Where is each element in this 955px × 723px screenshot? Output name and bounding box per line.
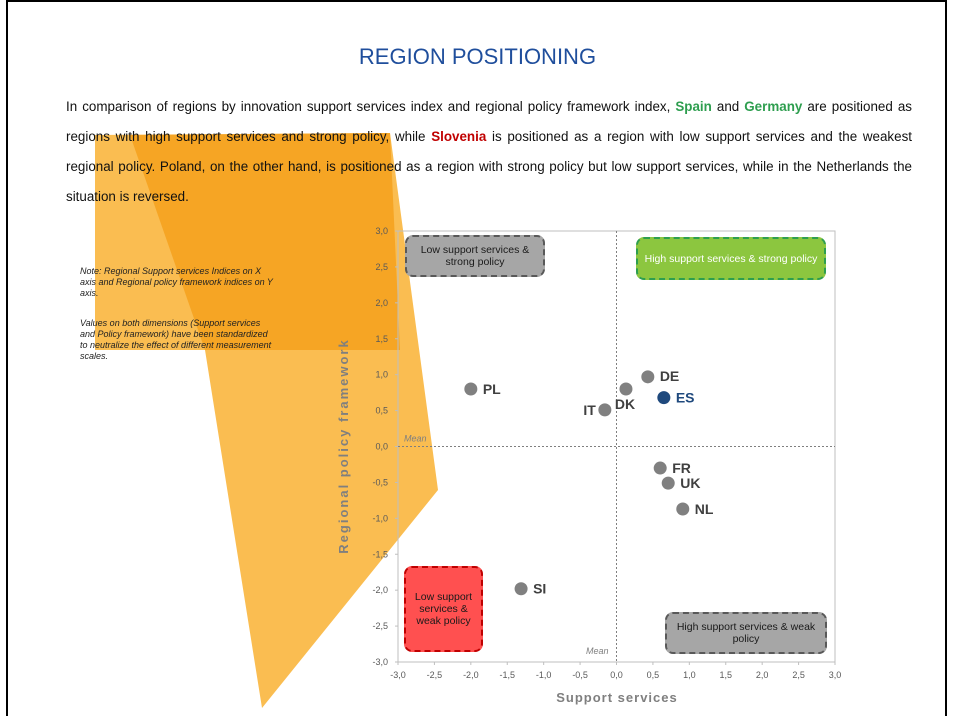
x-tick-label: 0,0 [610, 670, 623, 680]
x-axis-title: Support services [556, 690, 678, 705]
x-tick-label: 1,5 [719, 670, 732, 680]
data-point [464, 382, 478, 396]
data-point [676, 502, 690, 516]
orange-shape-dark [130, 133, 400, 350]
quadrant-label: Low support services & strong policy [405, 235, 545, 277]
y-tick-label: 1,5 [375, 334, 388, 344]
paragraph-text: In comparison of regions by innovation s… [66, 99, 676, 114]
x-tick-label: -2,0 [463, 670, 479, 680]
point-label: UK [680, 475, 700, 491]
quadrant-label: Low support services & weak policy [404, 566, 483, 652]
paragraph-text: Slovenia [431, 129, 487, 144]
y-tick-label: 0,0 [375, 442, 388, 452]
slide-frame [6, 0, 947, 716]
point-label: IT [583, 402, 596, 418]
y-tick-label: -2,5 [372, 621, 388, 631]
mean-label: Mean [404, 434, 427, 444]
title: REGION POSITIONING [358, 44, 597, 69]
quadrant-label: High support services & weak policy [665, 612, 827, 654]
point-label: SI [533, 581, 546, 597]
x-tick-label: -3,0 [390, 670, 406, 680]
x-tick-label: -1,5 [499, 670, 515, 680]
paragraph-text: Germany [744, 99, 803, 114]
y-tick-label: 0,5 [375, 406, 388, 416]
quadrant-label: High support services & strong policy [636, 237, 826, 280]
point-label: PL [483, 381, 501, 397]
x-tick-label: -0,5 [572, 670, 588, 680]
y-tick-label: -1,0 [372, 513, 388, 523]
y-tick-label: -0,5 [372, 477, 388, 487]
paragraph-text: and [711, 99, 745, 114]
data-point [657, 391, 671, 405]
x-tick-label: 2,5 [792, 670, 805, 680]
y-tick-label: 2,5 [375, 262, 388, 272]
data-point [641, 370, 655, 384]
data-point [514, 582, 528, 596]
point-label: DK [615, 396, 635, 412]
point-label: NL [695, 501, 714, 517]
x-tick-label: -2,5 [427, 670, 443, 680]
x-tick-label: 1,0 [683, 670, 696, 680]
y-tick-label: 3,0 [375, 226, 388, 236]
x-tick-label: 0,5 [647, 670, 660, 680]
mean-label: Mean [586, 646, 609, 656]
paragraph-text: Spain [675, 99, 712, 114]
note: Values on both dimensions (Support servi… [80, 318, 272, 361]
note: Note: Regional Support services Indices … [80, 266, 273, 298]
paragraph-text: are positioned as regions with high supp… [66, 99, 912, 144]
data-point [619, 382, 633, 396]
y-tick-label: -2,0 [372, 585, 388, 595]
x-tick-label: 2,0 [756, 670, 769, 680]
data-point [598, 403, 612, 417]
point-label: ES [676, 390, 695, 406]
data-point [653, 461, 667, 475]
paragraph-text: is positioned as a region with low suppo… [66, 129, 912, 204]
y-axis-title: Regional policy framework [336, 338, 351, 553]
point-label: FR [672, 460, 691, 476]
point-label: DE [660, 368, 679, 384]
paragraph: In comparison of regions by innovation s… [66, 92, 912, 212]
x-tick-label: 3,0 [829, 670, 842, 680]
x-tick-label: -1,0 [536, 670, 552, 680]
data-point [661, 476, 675, 490]
y-tick-label: -1,5 [372, 549, 388, 559]
y-tick-label: -3,0 [372, 657, 388, 667]
y-tick-label: 1,0 [375, 370, 388, 380]
y-tick-label: 2,0 [375, 298, 388, 308]
